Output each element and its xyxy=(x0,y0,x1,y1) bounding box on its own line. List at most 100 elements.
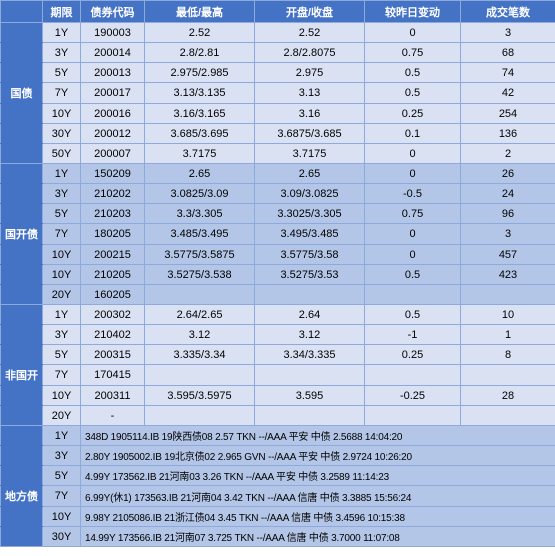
period-cell: 5Y xyxy=(43,204,81,224)
period-cell: 5Y xyxy=(43,63,81,83)
volume-cell: 136 xyxy=(461,124,555,144)
volume-cell: 3 xyxy=(461,23,555,43)
open-close-cell: 2.8/2.8075 xyxy=(255,43,365,63)
header-low-high: 最低/最高 xyxy=(145,1,255,23)
period-cell: 10Y xyxy=(43,245,81,265)
code-cell: 210205 xyxy=(81,265,145,285)
category-cell xyxy=(1,305,43,325)
header-open-close: 开盘/收盘 xyxy=(255,1,365,23)
local-text-cell xyxy=(461,527,555,547)
period-cell: 20Y xyxy=(43,285,81,305)
category-cell: 非国开 xyxy=(1,365,43,386)
low-high-cell: 3.5275/3.538 xyxy=(145,265,255,285)
low-high-cell: 3.7175 xyxy=(145,144,255,164)
volume-cell: 24 xyxy=(461,184,555,204)
change-cell: 0 xyxy=(365,224,461,245)
category-cell xyxy=(1,144,43,164)
header-code: 债券代码 xyxy=(81,1,145,23)
period-cell: 1Y xyxy=(43,23,81,43)
code-cell: 210203 xyxy=(81,204,145,224)
volume-cell xyxy=(461,406,555,426)
category-cell xyxy=(1,164,43,184)
period-cell: 10Y xyxy=(43,265,81,285)
open-close-cell: 2.52 xyxy=(255,23,365,43)
category-cell xyxy=(1,446,43,466)
code-cell: - xyxy=(81,406,145,426)
table-row: 10Y2002153.5775/3.58753.5775/3.580457 xyxy=(1,245,555,265)
period-cell: 10Y xyxy=(43,507,81,527)
volume-cell: 10 xyxy=(461,305,555,325)
open-close-cell: 3.3025/3.305 xyxy=(255,204,365,224)
period-cell: 5Y xyxy=(43,466,81,486)
period-cell: 3Y xyxy=(43,446,81,466)
header-row: 期限 债券代码 最低/最高 开盘/收盘 较昨日变动 成交笔数 xyxy=(1,1,555,23)
low-high-cell: 3.485/3.495 xyxy=(145,224,255,245)
low-high-cell: 3.5775/3.5875 xyxy=(145,245,255,265)
open-close-cell: 2.65 xyxy=(255,164,365,184)
change-cell: -0.25 xyxy=(365,386,461,406)
change-cell: 0 xyxy=(365,23,461,43)
low-high-cell: 3.16/3.165 xyxy=(145,104,255,124)
code-cell: 150209 xyxy=(81,164,145,184)
local-text-cell xyxy=(461,486,555,507)
code-cell: 200215 xyxy=(81,245,145,265)
local-text-cell xyxy=(461,507,555,527)
volume-cell: 8 xyxy=(461,345,555,365)
table-row: 10Y2102053.5275/3.5383.5275/3.530.5423 xyxy=(1,265,555,285)
change-cell: 0 xyxy=(365,245,461,265)
period-cell: 3Y xyxy=(43,325,81,345)
category-cell xyxy=(1,124,43,144)
table-row: 3Y2000142.8/2.812.8/2.80750.7568 xyxy=(1,43,555,63)
volume-cell: 28 xyxy=(461,386,555,406)
code-cell: 200007 xyxy=(81,144,145,164)
category-cell xyxy=(1,285,43,305)
change-cell: 0.25 xyxy=(365,104,461,124)
period-cell: 5Y xyxy=(43,345,81,365)
category-cell xyxy=(1,184,43,204)
change-cell: 0.1 xyxy=(365,124,461,144)
code-cell: 170415 xyxy=(81,365,145,386)
period-cell: 10Y xyxy=(43,386,81,406)
change-cell: 0.25 xyxy=(365,345,461,365)
table-row: 非国开7Y170415 xyxy=(1,365,555,386)
volume-cell xyxy=(461,365,555,386)
open-close-cell xyxy=(255,365,365,386)
period-cell: 30Y xyxy=(43,124,81,144)
category-cell xyxy=(1,23,43,43)
period-cell: 30Y xyxy=(43,527,81,547)
category-cell xyxy=(1,406,43,426)
low-high-cell: 3.335/3.34 xyxy=(145,345,255,365)
open-close-cell: 2.975 xyxy=(255,63,365,83)
category-cell xyxy=(1,527,43,547)
period-cell: 1Y xyxy=(43,305,81,325)
code-cell: 190003 xyxy=(81,23,145,43)
category-cell: 地方债 xyxy=(1,486,43,507)
code-cell: 210402 xyxy=(81,325,145,345)
open-close-cell: 3.09/3.0825 xyxy=(255,184,365,204)
change-cell: 0.5 xyxy=(365,83,461,104)
table-row: 1Y1900032.522.5203 xyxy=(1,23,555,43)
category-cell: 国开债 xyxy=(1,224,43,245)
volume-cell: 42 xyxy=(461,83,555,104)
category-cell xyxy=(1,63,43,83)
low-high-cell: 3.685/3.695 xyxy=(145,124,255,144)
open-close-cell: 3.5775/3.58 xyxy=(255,245,365,265)
local-text-cell: 348D 1905114.IB 19陕西债08 2.57 TKN --/AAA … xyxy=(81,426,145,446)
code-cell: 200014 xyxy=(81,43,145,63)
code-cell: 200311 xyxy=(81,386,145,406)
header-period: 期限 xyxy=(43,1,81,23)
period-cell: 7Y xyxy=(43,224,81,245)
change-cell: 0.75 xyxy=(365,204,461,224)
volume-cell: 1 xyxy=(461,325,555,345)
low-high-cell: 2.975/2.985 xyxy=(145,63,255,83)
low-high-cell: 3.0825/3.09 xyxy=(145,184,255,204)
category-cell xyxy=(1,426,43,446)
category-cell xyxy=(1,507,43,527)
period-cell: 20Y xyxy=(43,406,81,426)
period-cell: 3Y xyxy=(43,43,81,63)
low-high-cell xyxy=(145,285,255,305)
open-close-cell: 3.5275/3.53 xyxy=(255,265,365,285)
volume-cell xyxy=(461,285,555,305)
table-row: 20Y- xyxy=(1,406,555,426)
code-cell: 180205 xyxy=(81,224,145,245)
